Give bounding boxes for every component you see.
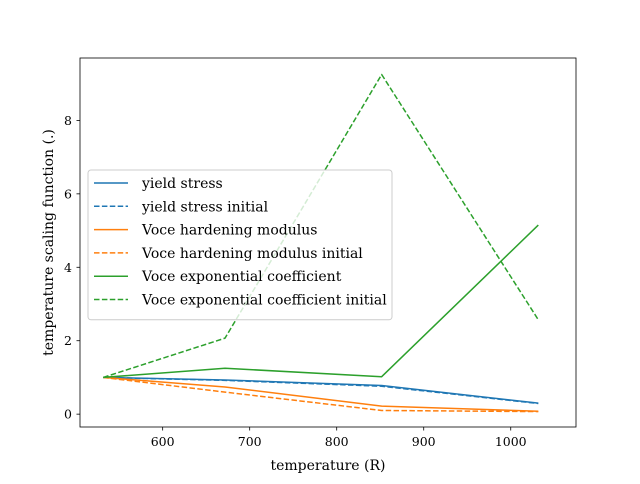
legend-label: yield stress xyxy=(141,176,223,192)
y-axis-ticks: 0 2 4 6 8 xyxy=(64,113,80,422)
legend-box xyxy=(87,169,393,321)
legend-label: Voce hardening modulus xyxy=(141,223,317,239)
x-tick-label: 600 xyxy=(151,434,175,449)
legend-label: Voce exponential coefficient xyxy=(141,269,342,285)
y-tick-label: 0 xyxy=(64,407,72,422)
series-line-3 xyxy=(103,376,539,413)
x-axis-ticks: 600 700 800 900 1000 xyxy=(151,427,527,449)
legend-label: Voce hardening modulus initial xyxy=(141,246,363,262)
y-tick-label: 8 xyxy=(64,113,72,128)
x-tick-label: 1000 xyxy=(495,434,527,449)
y-tick-label: 2 xyxy=(64,333,72,348)
legend-label: yield stress initial xyxy=(141,199,269,215)
series-line-2 xyxy=(103,376,539,412)
x-tick-label: 800 xyxy=(325,434,349,449)
x-tick-label: 700 xyxy=(238,434,262,449)
legend-label: Voce exponential coefficient initial xyxy=(141,293,387,309)
x-axis-label: temperature (R) xyxy=(270,458,385,474)
axes-frame xyxy=(79,57,577,428)
legend: yield stress yield stress initial Voce har… xyxy=(87,169,393,321)
x-tick-label: 900 xyxy=(412,434,436,449)
series-line-1 xyxy=(103,376,539,405)
series-line-4 xyxy=(103,224,539,379)
y-tick-label: 6 xyxy=(64,186,72,201)
y-tick-label: 4 xyxy=(64,260,72,275)
y-axis-label: temperature scaling function (.) xyxy=(41,129,57,356)
